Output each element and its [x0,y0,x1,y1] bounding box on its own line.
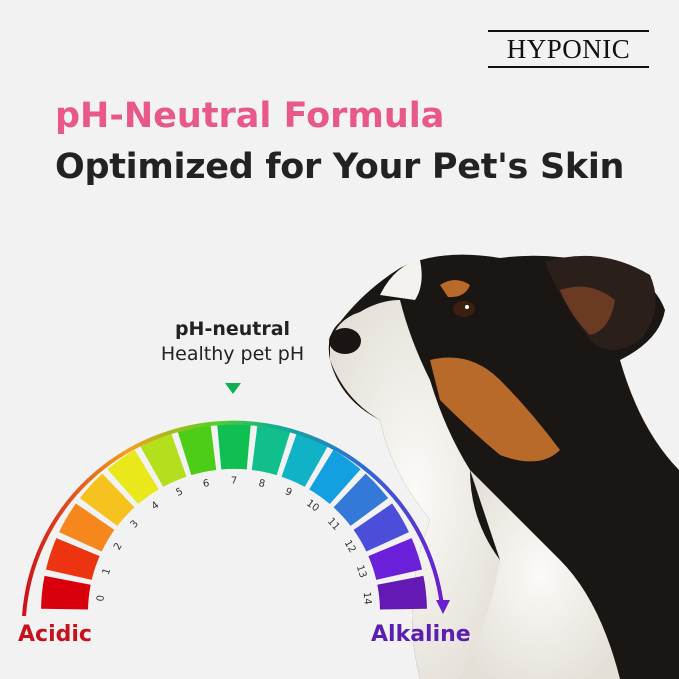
ph-neutral-label: pH-neutral [174,318,291,340]
arrow-head-icon [436,600,450,614]
ph-segment-13 [368,538,423,580]
acidic-label: Acidic [18,622,92,647]
ph-tick-label: 10 [304,498,321,514]
ph-tick-label: 1 [101,567,113,576]
ph-tick-label: 13 [354,564,368,580]
ph-segment-4 [107,449,159,505]
dog-image [328,254,679,679]
ph-segment-14 [377,575,427,610]
ph-tick-label: 4 [150,500,162,513]
ph-segment-5 [140,433,187,487]
headline-line1: pH-Neutral Formula [55,96,445,136]
alkaline-label: Alkaline [371,622,471,647]
ph-tick-label: 6 [202,478,211,490]
ph-segment-9 [281,433,328,487]
healthy-ph-label: Healthy pet pH [160,343,305,365]
ph-tick-label: 14 [361,591,373,605]
ph-segment-0 [41,575,91,610]
ph-segment-10 [309,449,361,505]
brand-logo: HYPONIC [488,30,649,68]
ph-segment-7 [217,422,251,470]
ph-segment-8 [251,424,291,476]
ph-tick-label: 3 [129,518,141,530]
ph-tick-label: 12 [342,538,358,555]
ph-segment-11 [333,473,389,526]
ph-segment-1 [45,538,100,580]
ph-tick-label: 5 [175,486,185,499]
ph-segment-3 [79,473,135,526]
headline-line2: Optimized for Your Pet's Skin [55,147,625,187]
scale-arc-arrow [22,420,444,617]
ph-tick-label: 7 [231,476,237,487]
ph-tick-label: 11 [325,516,342,533]
neutral-marker-icon [225,383,241,394]
ph-segment-2 [59,503,115,552]
ph-segment-6 [177,424,217,476]
ph-tick-label: 0 [95,595,107,602]
ph-tick-label: 9 [283,486,293,499]
ph-tick-label: 2 [112,541,125,552]
ph-tick-label: 8 [257,478,266,490]
ph-segment-12 [353,503,409,552]
